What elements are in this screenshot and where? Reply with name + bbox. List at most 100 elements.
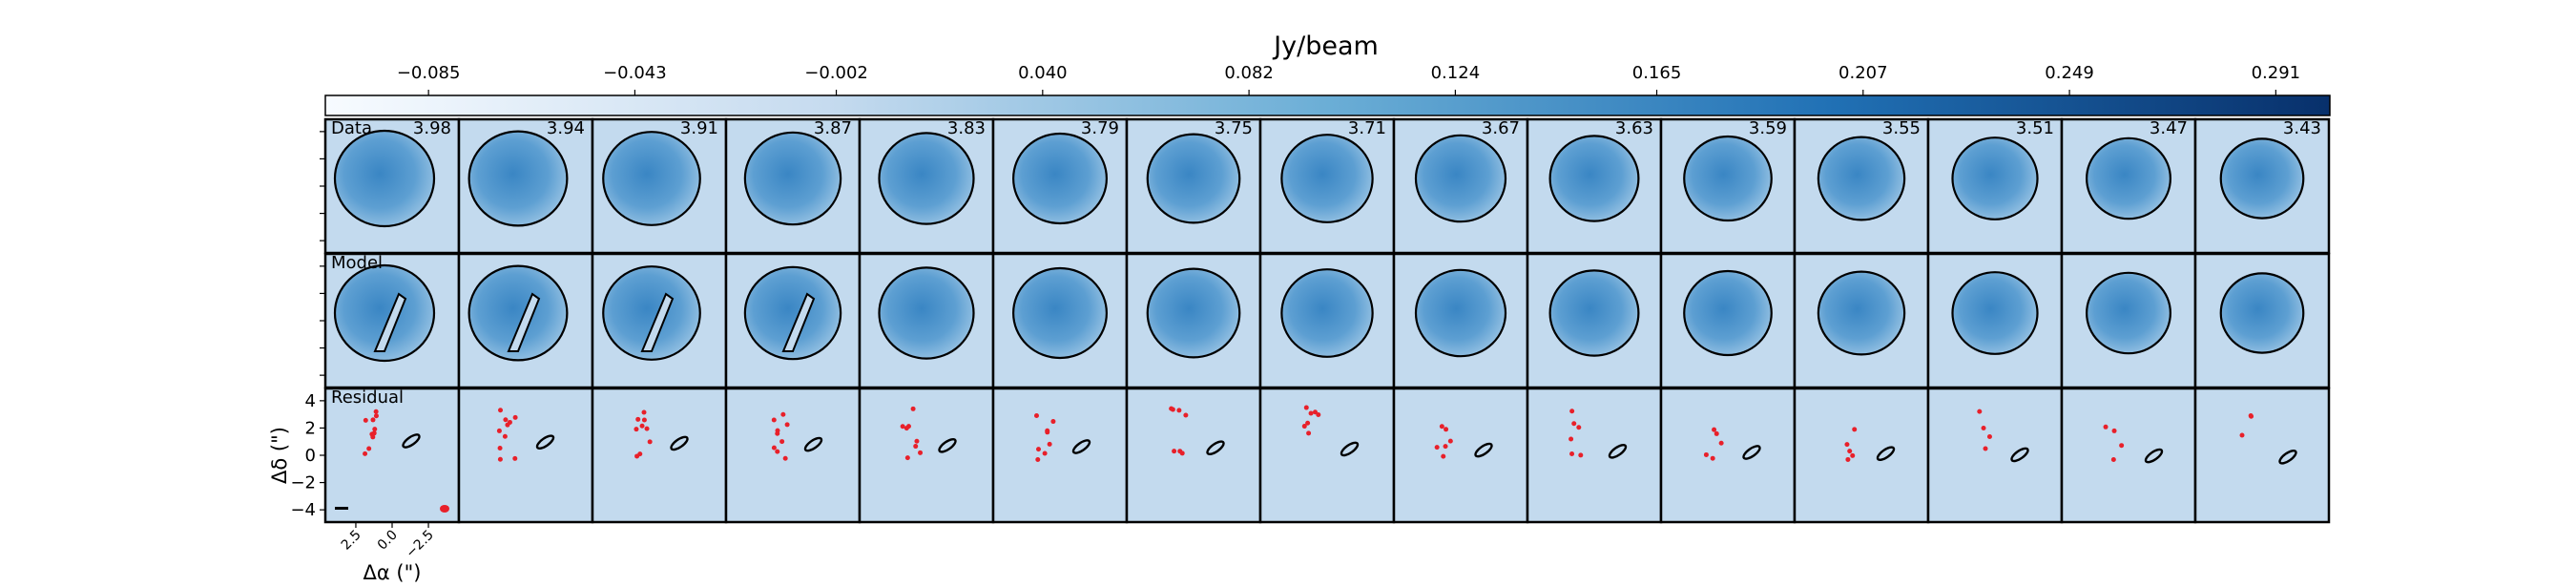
residual-dot [1714,430,1719,436]
panel-background [1795,388,1928,522]
residual-dot [2110,456,2116,462]
panel [1659,117,1797,255]
velocity-label: 3.87 [814,118,852,138]
x-tick-label: 0.0 [375,528,401,554]
panel [591,387,728,524]
residual-dot [498,408,504,413]
emission-blob [467,264,569,362]
panel [1392,387,1529,524]
panel [1258,117,1396,255]
colorbar-tick-label: −0.043 [603,63,667,83]
panel [1526,117,1663,255]
panel-background [1394,388,1527,522]
emission-blob [743,265,842,361]
residual-dot [647,439,653,445]
residual-dot [910,406,916,411]
panel-background [726,388,860,522]
residual-contour [535,434,555,451]
panel [323,252,461,389]
row-label: Data [331,118,372,138]
residual-dot [1036,447,1042,452]
residual-dot [771,417,777,423]
residual-dot [1047,441,1052,447]
residual-dot [1986,434,1992,440]
panel [1793,387,1930,524]
residual-dot [644,426,650,431]
panel [1526,252,1663,389]
residual-dot [363,417,368,423]
residual-dot [373,409,379,414]
model-gap [373,292,407,352]
residual-dot [1981,426,1986,431]
residual-dot [1569,409,1575,414]
emission-blob [333,263,436,363]
panel-frame [2193,387,2331,524]
residual-dot [900,424,905,430]
velocity-label: 3.83 [947,118,986,138]
panel [1258,252,1396,389]
panel [1926,252,2064,389]
emission-blob [333,129,436,228]
panel [2060,252,2197,389]
residual-dot [1844,442,1850,448]
residual-dot [1441,453,1446,459]
velocity-label: 3.43 [2283,118,2321,138]
residual-dot [1578,452,1584,458]
residual-dot [512,414,518,420]
residual-dot [1183,412,1189,418]
model-gap [507,292,541,352]
residual-dot [637,451,643,457]
residual-dot [503,417,509,423]
residual-dot [635,416,641,422]
velocity-label: 3.71 [1348,118,1386,138]
emission-blob [602,265,701,361]
residual-contour [1742,445,1761,460]
residual-contour [670,435,689,451]
residual-contour [402,433,421,449]
panel-background [325,388,459,522]
residual-dot [634,427,639,432]
y-tick-label: 4 [305,391,316,411]
panel [2060,387,2197,524]
emission-blob [878,266,975,360]
emission-blob [1012,132,1108,225]
residual-dot [1045,430,1050,435]
panel [991,252,1129,389]
velocity-label: 3.55 [1882,118,1921,138]
residual-dot [1568,436,1574,442]
residual-dot [1177,449,1183,454]
panel [457,117,594,255]
residual-dot [1710,455,1715,461]
residual-dot [366,446,372,451]
residual-dot [1443,444,1448,450]
colorbar-tick-label: −0.002 [804,63,868,83]
panel [858,387,995,524]
residual-dot [641,417,647,423]
residual-dot [1852,427,1858,432]
panel [1526,387,1663,524]
x-tick-label: 2.5 [339,528,364,554]
colorbar-tick-label: 0.082 [1224,63,1274,83]
residual-dot [782,455,788,461]
residual-dot [1712,427,1717,432]
residual-dot [497,446,503,451]
residual-contour [1876,446,1896,462]
panel [457,252,594,389]
residual-dot [505,422,510,428]
velocity-label: 3.51 [2016,118,2054,138]
panel [1125,252,1262,389]
velocity-label: 3.91 [680,118,718,138]
residual-dot [771,445,777,451]
residual-dot [2119,443,2125,449]
panel [591,117,728,255]
panel [1793,117,1930,255]
panel-background [2062,388,2195,522]
panel [1926,117,2064,255]
x-axis-label: Δα (") [364,561,422,584]
panel [2193,252,2331,389]
residual-dot [372,427,378,432]
colorbar-tick-label: 0.291 [2252,63,2301,83]
panel [724,117,862,255]
residual-dot [914,438,920,444]
